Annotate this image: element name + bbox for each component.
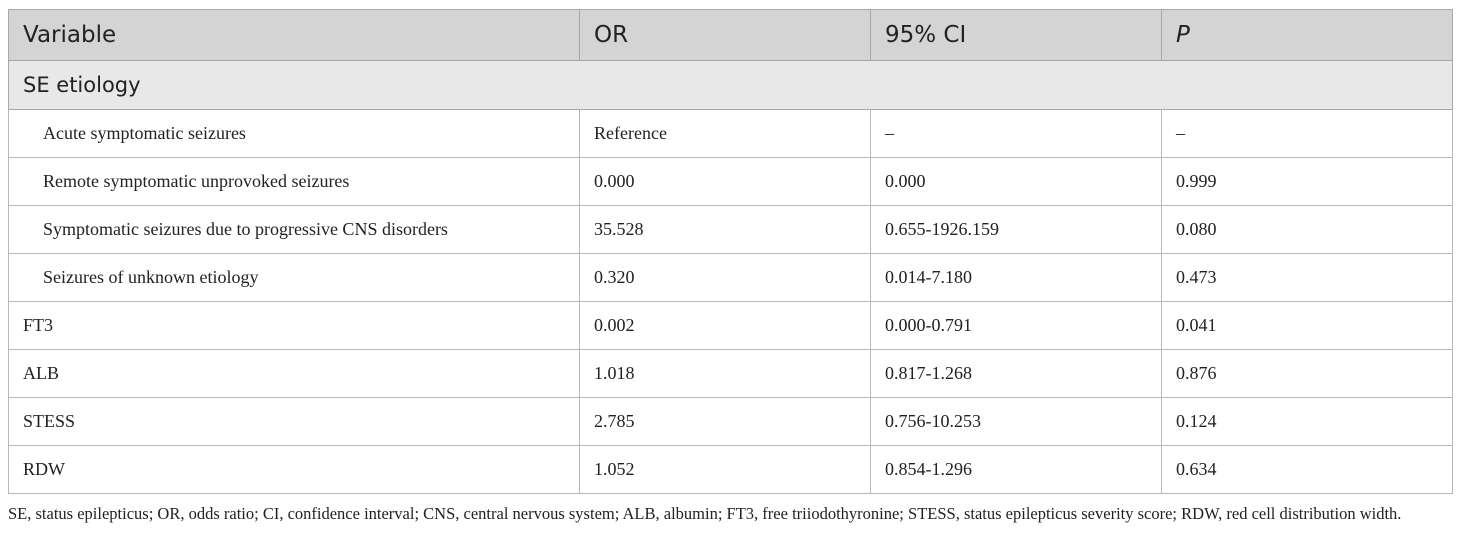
table-footnote: SE, status epilepticus; OR, odds ratio; … [8, 504, 1402, 523]
cell-or: 2.785 [579, 397, 871, 446]
cell-p: 0.876 [1161, 349, 1453, 398]
cell-ci: 0.014-7.180 [870, 253, 1162, 302]
cell-p: 0.124 [1161, 397, 1453, 446]
cell-or: 0.002 [579, 301, 871, 350]
results-table-container: Variable OR 95% CI P SE etiology Acute s… [8, 9, 1453, 494]
table-row: RDW 1.052 0.854-1.296 0.634 [8, 445, 1453, 494]
cell-p: 0.041 [1161, 301, 1453, 350]
cell-variable: ALB [8, 349, 580, 398]
cell-variable: Remote symptomatic unprovoked seizures [8, 157, 580, 206]
cell-or: 0.000 [579, 157, 871, 206]
cell-variable: FT3 [8, 301, 580, 350]
table-row: STESS 2.785 0.756-10.253 0.124 [8, 397, 1453, 446]
cell-variable: Symptomatic seizures due to progressive … [8, 205, 580, 254]
header-row: Variable OR 95% CI P [8, 9, 1453, 61]
cell-ci: 0.817-1.268 [870, 349, 1162, 398]
cell-p: 0.634 [1161, 445, 1453, 494]
group-label: SE etiology [8, 60, 1453, 110]
header-or: OR [579, 9, 871, 61]
table-row: Remote symptomatic unprovoked seizures 0… [8, 157, 1453, 206]
cell-p: 0.473 [1161, 253, 1453, 302]
table-row: Symptomatic seizures due to progressive … [8, 205, 1453, 254]
cell-or: 0.320 [579, 253, 871, 302]
cell-p: – [1161, 109, 1453, 158]
cell-ci: 0.756-10.253 [870, 397, 1162, 446]
cell-or: 35.528 [579, 205, 871, 254]
cell-ci: 0.000 [870, 157, 1162, 206]
cell-variable: Acute symptomatic seizures [8, 109, 580, 158]
cell-ci: 0.655-1926.159 [870, 205, 1162, 254]
cell-p: 0.999 [1161, 157, 1453, 206]
results-table: Variable OR 95% CI P SE etiology Acute s… [8, 9, 1453, 494]
cell-or: 1.052 [579, 445, 871, 494]
cell-ci: – [870, 109, 1162, 158]
table-row: ALB 1.018 0.817-1.268 0.876 [8, 349, 1453, 398]
table-row: FT3 0.002 0.000-0.791 0.041 [8, 301, 1453, 350]
group-row-se-etiology: SE etiology [8, 60, 1453, 110]
cell-variable: STESS [8, 397, 580, 446]
header-variable: Variable [8, 9, 580, 61]
cell-ci: 0.000-0.791 [870, 301, 1162, 350]
table-row: Acute symptomatic seizures Reference – – [8, 109, 1453, 158]
cell-variable: Seizures of unknown etiology [8, 253, 580, 302]
cell-or: 1.018 [579, 349, 871, 398]
cell-or: Reference [579, 109, 871, 158]
cell-variable: RDW [8, 445, 580, 494]
header-ci: 95% CI [870, 9, 1162, 61]
table-row: Seizures of unknown etiology 0.320 0.014… [8, 253, 1453, 302]
header-p: P [1161, 9, 1453, 61]
cell-ci: 0.854-1.296 [870, 445, 1162, 494]
cell-p: 0.080 [1161, 205, 1453, 254]
